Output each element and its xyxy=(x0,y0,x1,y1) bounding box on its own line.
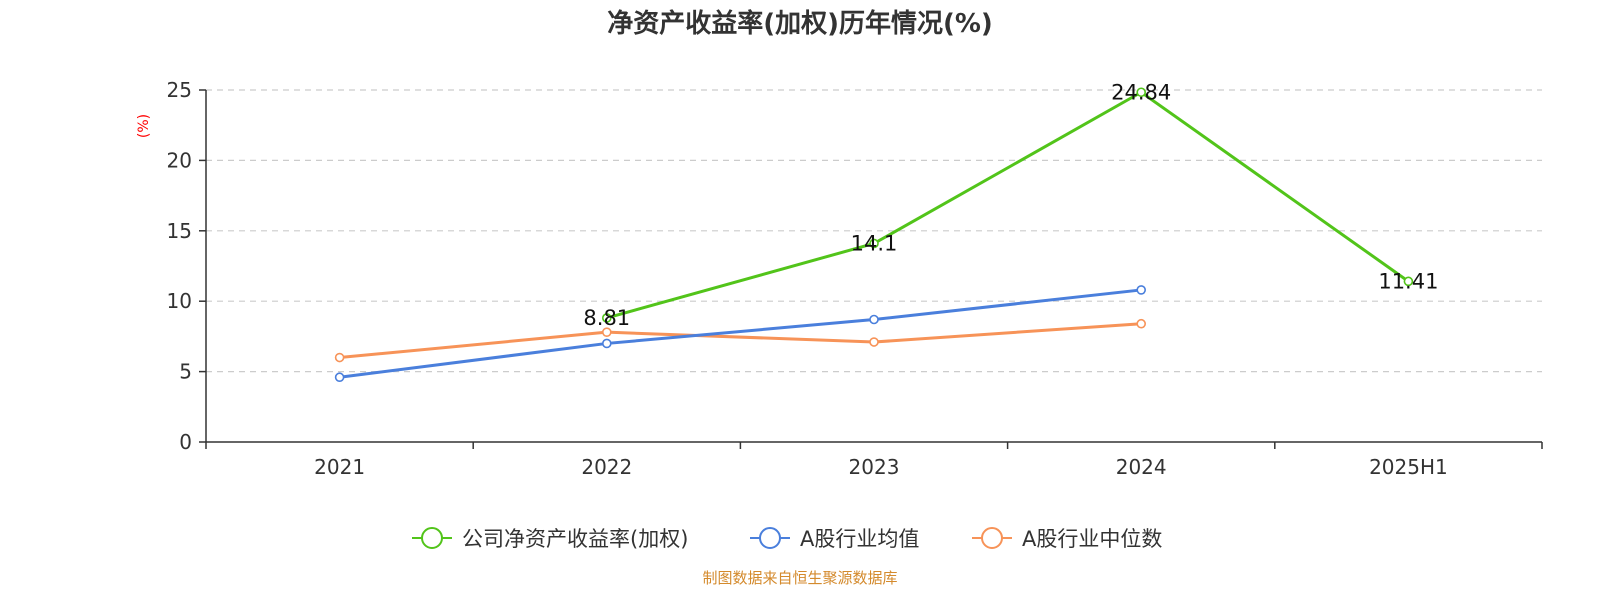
legend-item[interactable]: 公司净资产收益率(加权) xyxy=(412,527,688,551)
legend-label: A股行业均值 xyxy=(800,527,919,551)
legend-marker xyxy=(759,527,781,549)
data-point xyxy=(334,372,345,383)
data-label: 14.1 xyxy=(851,231,898,255)
y-tick-label: 20 xyxy=(167,148,192,172)
series-line xyxy=(339,322,1142,360)
data-point xyxy=(869,337,879,347)
x-tick-label: 2022 xyxy=(581,455,632,479)
data-labels: 8.81 14.1 24.84 11.41 xyxy=(583,80,1438,330)
legend-label: A股行业中位数 xyxy=(1022,527,1162,551)
x-tick-label: 2025H1 xyxy=(1369,455,1448,479)
data-label: 24.84 xyxy=(1111,80,1171,104)
series-line xyxy=(606,90,1410,320)
data-point xyxy=(1136,87,1146,98)
source-note: 制图数据来自恒生聚源数据库 xyxy=(702,569,897,587)
legend-item[interactable]: A股行业中位数 xyxy=(972,527,1162,551)
data-label: 11.41 xyxy=(1378,269,1438,293)
data-point xyxy=(869,314,879,325)
legend-label: 公司净资产收益率(加权) xyxy=(462,527,688,551)
x-tick-label: 2024 xyxy=(1116,455,1167,479)
data-point xyxy=(1403,276,1414,287)
series-lines xyxy=(334,87,1414,383)
data-point xyxy=(1136,318,1146,329)
legend-item[interactable]: A股行业均值 xyxy=(750,527,919,551)
gridlines xyxy=(206,89,1542,373)
y-tick-label: 0 xyxy=(179,430,192,454)
data-point xyxy=(601,327,612,337)
legend-marker xyxy=(981,527,1003,549)
x-tick-label: 2021 xyxy=(314,455,365,479)
axes: 0 5 10 15 20 25 2021 2022 2023 2024 2025H1 xyxy=(167,78,1543,479)
y-tick-label: 15 xyxy=(167,219,192,243)
y-axis-unit-label: (%) xyxy=(136,114,152,138)
data-label: 8.81 xyxy=(583,306,630,330)
data-point xyxy=(601,313,612,323)
legend-marker xyxy=(421,527,443,549)
data-point xyxy=(334,352,345,363)
y-tick-label: 25 xyxy=(167,78,192,102)
y-tick-label: 5 xyxy=(179,360,192,384)
chart-title: 净资产收益率(加权)历年情况(%) xyxy=(607,8,993,39)
x-tick-label: 2023 xyxy=(849,455,900,479)
data-point xyxy=(601,338,612,349)
series-line xyxy=(339,288,1142,379)
legend[interactable]: 公司净资产收益率(加权) A股行业均值 A股行业中位数 xyxy=(412,527,1162,551)
y-tick-label: 10 xyxy=(167,289,192,313)
data-point xyxy=(1136,285,1146,295)
data-point xyxy=(869,238,879,249)
